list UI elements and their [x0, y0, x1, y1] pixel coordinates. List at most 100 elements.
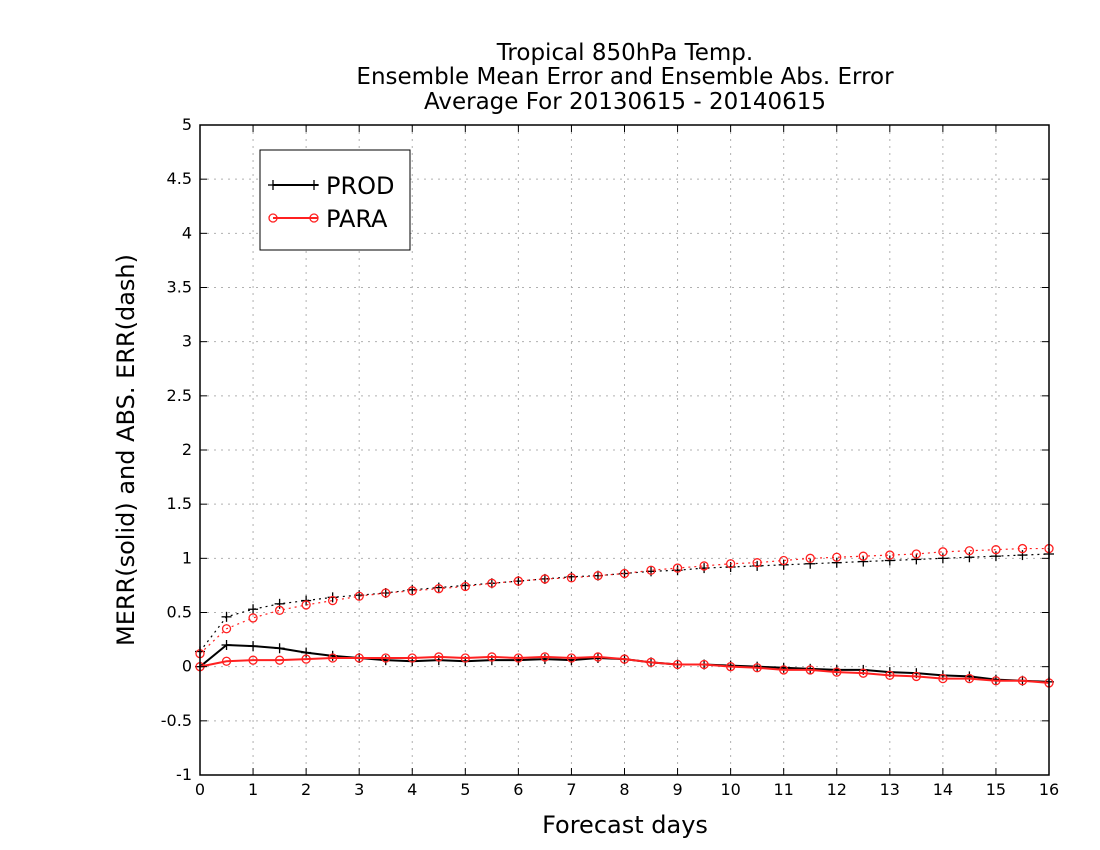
data-point [699, 561, 709, 571]
data-point [301, 647, 312, 658]
data-point [248, 641, 259, 652]
data-point [593, 571, 603, 581]
data-point [911, 549, 921, 559]
data-point [381, 653, 391, 663]
data-point [991, 676, 1001, 686]
data-point [805, 558, 816, 569]
data-point [460, 581, 470, 592]
x-tick-label: 9 [672, 780, 682, 799]
x-tick-label: 4 [407, 780, 417, 799]
data-point [937, 553, 948, 564]
data-point [566, 653, 577, 663]
y-tick-label: 3.5 [167, 278, 192, 297]
legend-label: PROD [326, 172, 395, 200]
data-point [779, 665, 789, 675]
data-point [805, 665, 815, 675]
data-point [991, 545, 1001, 555]
data-point [831, 557, 842, 568]
data-point [274, 605, 285, 615]
data-point [646, 565, 656, 575]
data-point [380, 588, 391, 598]
x-tick-label: 14 [933, 780, 953, 799]
data-point [964, 673, 975, 684]
data-point [619, 568, 630, 579]
data-point [885, 550, 895, 560]
data-point [274, 655, 285, 665]
data-point [725, 559, 736, 569]
data-point [672, 563, 683, 573]
data-point [487, 578, 497, 588]
y-axis: -1 -0.5 0 0.5 1 1.5 2 2.5 3 3.5 4 4.5 5 [161, 115, 1049, 784]
y-tick-label: -0.5 [161, 711, 192, 730]
data-point [752, 560, 763, 571]
x-tick-label: 5 [460, 780, 470, 799]
data-point [858, 551, 868, 561]
data-point [487, 652, 497, 662]
data-point [593, 652, 603, 662]
data-point [434, 584, 444, 594]
y-tick-label: 2.5 [167, 386, 192, 405]
data-point [434, 652, 444, 662]
data-point [328, 653, 338, 663]
data-point [832, 552, 842, 562]
data-point [884, 555, 895, 566]
y-axis-label: MERR(solid) and ABS. ERR(dash) [112, 254, 140, 646]
data-point [1017, 676, 1028, 686]
data-point [964, 552, 975, 563]
data-point [938, 673, 948, 684]
chart-title-line-3: Average For 20130615 - 20140615 [424, 89, 826, 115]
data-point [1017, 543, 1028, 554]
data-point [646, 657, 656, 667]
series-line [199, 547, 1049, 655]
data-point [513, 653, 524, 663]
legend-marker-start [268, 213, 278, 223]
x-tick-label: 16 [1039, 780, 1059, 799]
data-point [354, 653, 364, 663]
data-point [540, 574, 550, 584]
data-point [274, 598, 285, 609]
y-tick-label: 0.5 [167, 603, 192, 622]
data-point [858, 668, 868, 678]
data-point [752, 558, 762, 568]
data-point [964, 546, 975, 556]
x-axis-label: Forecast days [542, 811, 708, 839]
data-point [725, 662, 736, 672]
data-point [805, 553, 815, 563]
y-tick-label: 0 [182, 657, 192, 676]
legend-marker-start [268, 180, 278, 190]
y-tick-label: 3 [182, 332, 192, 351]
data-point [354, 591, 364, 601]
x-tick-label: 2 [301, 780, 311, 799]
legend-items: PROD PARA [268, 172, 395, 233]
data-point [1017, 550, 1028, 561]
data-point [407, 586, 417, 596]
legend-marker-end [309, 213, 319, 223]
data-point [832, 667, 842, 677]
data-point [938, 547, 948, 557]
data-point [221, 611, 232, 622]
x-tick-label: 7 [566, 780, 576, 799]
data-point [672, 659, 683, 670]
data-point [327, 592, 338, 603]
data-point [619, 654, 630, 664]
data-point [328, 595, 338, 606]
x-tick-label: 11 [774, 780, 794, 799]
y-tick-label: 5 [182, 115, 192, 134]
y-tick-label: 1 [182, 548, 192, 567]
y-tick-label: 1.5 [167, 494, 192, 513]
data-point [221, 624, 232, 634]
x-tick-label: 1 [248, 780, 258, 799]
x-tick-label: 13 [880, 780, 900, 799]
data-point [301, 654, 311, 664]
data-point [566, 573, 577, 583]
legend-label: PARA [326, 205, 388, 233]
x-tick-label: 10 [720, 780, 740, 799]
x-tick-label: 8 [619, 780, 629, 799]
data-point [221, 640, 232, 650]
data-point [752, 663, 762, 673]
y-tick-label: 4.5 [167, 169, 192, 188]
data-point [911, 671, 921, 682]
x-tick-label: 0 [195, 780, 205, 799]
y-tick-label: 4 [182, 223, 192, 242]
